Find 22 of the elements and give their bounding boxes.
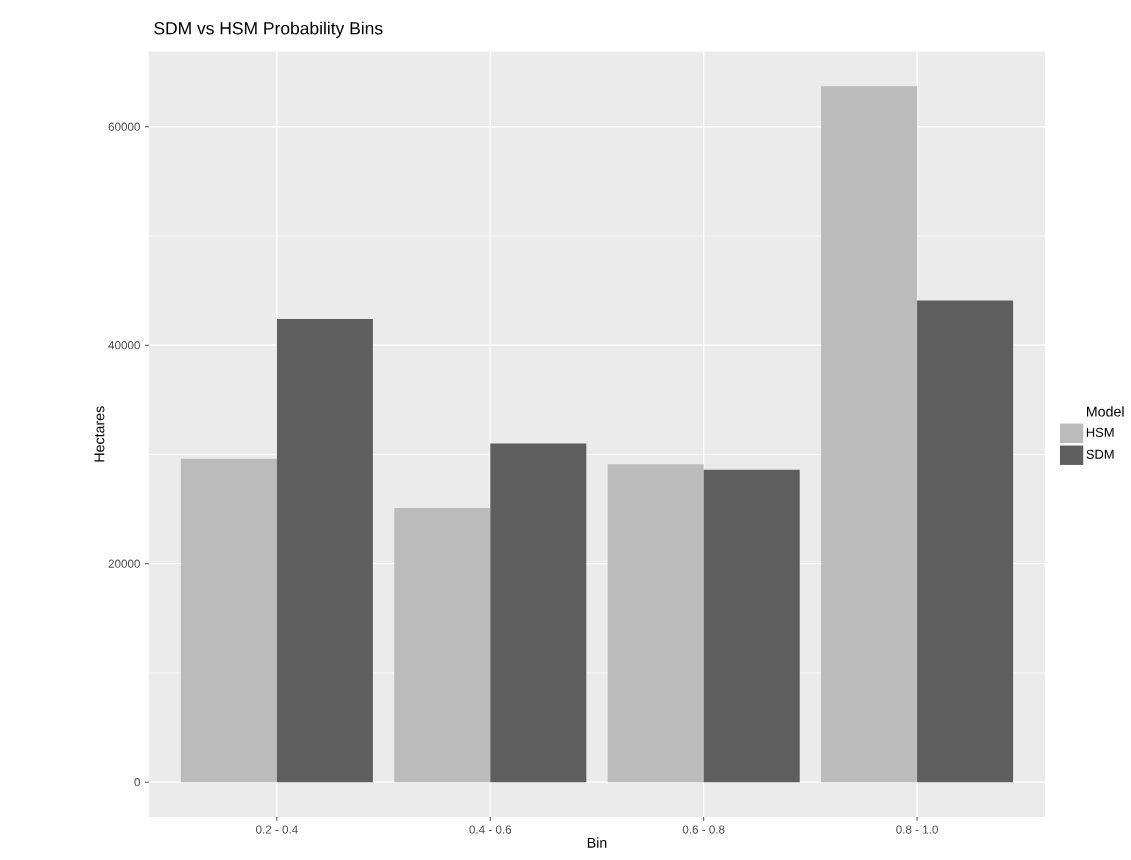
y-tick-label: 20000: [108, 559, 140, 568]
bar: [276, 318, 373, 782]
y-axis-title: Hectares: [94, 406, 105, 462]
x-tick-label: 0.8 - 1.0: [896, 825, 938, 834]
y-tick-label: 40000: [108, 340, 140, 350]
x-axis-title: Bin: [587, 837, 607, 848]
bar: [607, 464, 704, 782]
x-tick-label: 0.2 - 0.4: [256, 825, 298, 834]
legend-label: HSM: [1086, 427, 1114, 437]
bar: [490, 443, 587, 782]
bar: [180, 458, 277, 782]
bar: [703, 469, 800, 782]
y-tick-label: 0: [134, 777, 140, 787]
legend-label: SDM: [1086, 449, 1114, 459]
bar: [394, 507, 491, 782]
bar: [917, 300, 1014, 782]
y-tick-label: 60000: [108, 122, 140, 131]
bar: [821, 86, 918, 782]
x-tick-label: 0.6 - 0.8: [682, 825, 725, 834]
legend-title: Model: [1087, 405, 1124, 417]
chart-title: SDM vs HSM Probability Bins: [154, 21, 383, 38]
x-tick-label: 0.4 - 0.6: [469, 825, 512, 834]
